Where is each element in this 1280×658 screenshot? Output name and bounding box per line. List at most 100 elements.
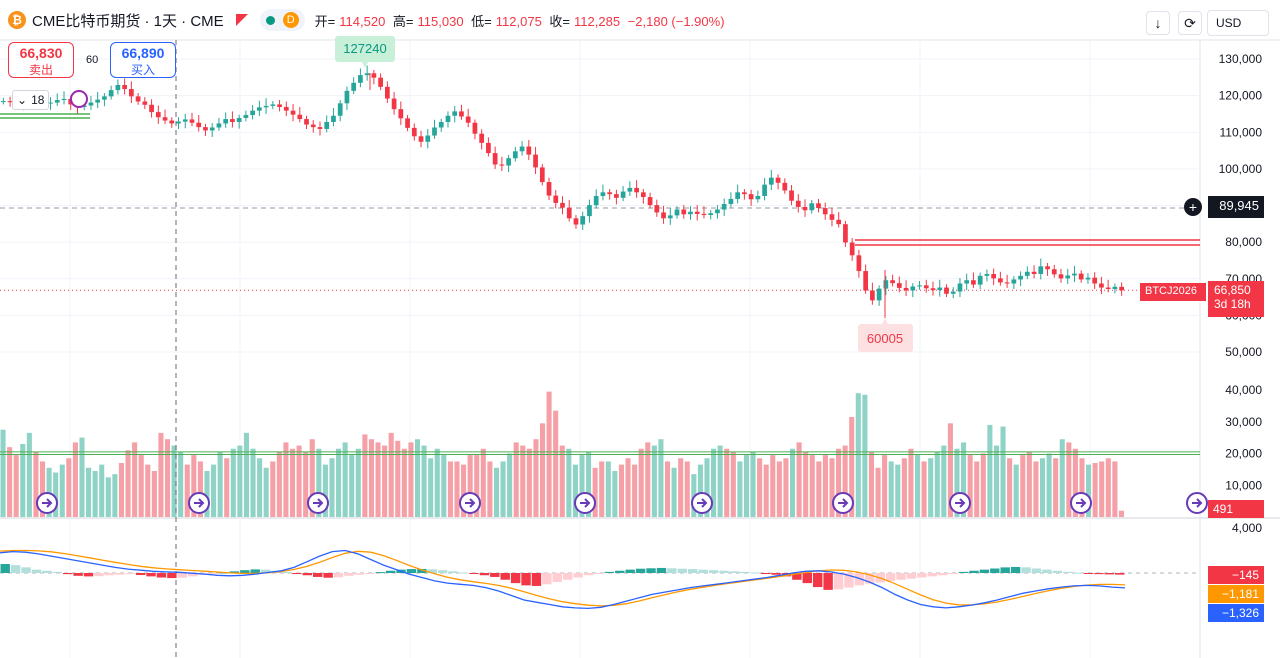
volume-bar bbox=[237, 445, 243, 517]
volume-bar bbox=[954, 448, 960, 517]
volume-bar bbox=[66, 458, 72, 517]
macd-histogram-bar bbox=[1010, 566, 1021, 573]
volume-bar bbox=[309, 439, 315, 517]
volume-bar bbox=[632, 464, 638, 517]
candle-body bbox=[88, 102, 94, 106]
download-icon[interactable]: ↓ bbox=[1146, 11, 1170, 35]
candle-body bbox=[789, 190, 794, 201]
macd-tick-label: 4,000 bbox=[1232, 521, 1262, 535]
volume-bar bbox=[796, 442, 802, 517]
candle-body bbox=[856, 255, 862, 272]
delayed-data-icon: D bbox=[282, 12, 299, 28]
macd-histogram-bar bbox=[979, 569, 990, 573]
volume-bar bbox=[355, 448, 361, 517]
macd-histogram-bar bbox=[500, 573, 510, 580]
buy-button[interactable]: 66,890 买入 bbox=[110, 42, 176, 78]
volume-bar bbox=[118, 463, 124, 517]
macd-histogram-bar bbox=[604, 571, 615, 573]
candle-body bbox=[681, 209, 687, 215]
volume-bar bbox=[296, 445, 302, 517]
volume-bar bbox=[191, 455, 197, 517]
volume-bar bbox=[882, 455, 888, 517]
volume-bar bbox=[1020, 455, 1026, 517]
candle-body bbox=[1072, 273, 1077, 276]
volume-bar bbox=[230, 448, 236, 517]
volume-bar bbox=[737, 461, 743, 517]
candle-body bbox=[230, 119, 235, 122]
macd-histogram-bar bbox=[708, 570, 719, 573]
market-status-pill[interactable]: D bbox=[259, 9, 305, 31]
volume-bar bbox=[289, 448, 296, 517]
volume-bar bbox=[329, 458, 335, 517]
macd-histogram-bar bbox=[896, 573, 906, 580]
sell-button[interactable]: 66,830 卖出 bbox=[8, 42, 74, 78]
arrow-right-icon bbox=[194, 498, 205, 508]
macd-signal-label: −1,181 bbox=[1208, 585, 1264, 603]
volume-bar bbox=[1112, 461, 1118, 517]
macd-histogram-bar bbox=[667, 568, 677, 573]
macd-histogram-bar bbox=[156, 573, 167, 578]
volume-bar bbox=[967, 455, 973, 517]
candle-body bbox=[1099, 283, 1104, 288]
macd-histogram-bar bbox=[510, 573, 521, 584]
spread-value: 60 bbox=[86, 54, 99, 66]
volume-bar bbox=[92, 470, 98, 517]
add-alert-icon[interactable]: + bbox=[1184, 198, 1202, 216]
arrow-right-icon bbox=[42, 498, 53, 508]
indicator-toggle[interactable]: ⌄ 18 bbox=[12, 90, 50, 110]
candle-body bbox=[472, 122, 478, 134]
volume-bar bbox=[151, 470, 157, 517]
volume-bar bbox=[461, 464, 467, 517]
candle-body bbox=[519, 146, 525, 152]
candle-body bbox=[533, 154, 538, 168]
market-open-icon bbox=[265, 15, 275, 25]
currency-selector[interactable]: USD bbox=[1207, 10, 1269, 36]
macd-histogram-bar bbox=[229, 571, 240, 573]
volume-bar bbox=[566, 448, 572, 517]
candle-body bbox=[250, 110, 255, 116]
candle-body bbox=[553, 195, 559, 203]
candle-body bbox=[944, 287, 949, 294]
volume-bar bbox=[599, 461, 605, 517]
volume-bar bbox=[1118, 510, 1124, 517]
flag-icon[interactable] bbox=[235, 14, 248, 26]
symbol-title[interactable]: CME比特币期货 · 1天 · CME bbox=[32, 12, 224, 30]
macd-histogram-bar bbox=[990, 568, 1000, 573]
candle-body bbox=[667, 215, 673, 219]
candle-body bbox=[721, 204, 727, 210]
candle-body bbox=[1051, 269, 1057, 275]
chevron-down-icon: ⌄ bbox=[17, 93, 28, 107]
candle-body bbox=[640, 192, 646, 198]
volume-bar bbox=[414, 439, 421, 517]
bitcoin-icon: ₿ bbox=[8, 11, 26, 29]
volume-bar bbox=[342, 442, 348, 517]
candle-body bbox=[216, 123, 222, 128]
macd-histogram-bar bbox=[802, 573, 812, 584]
macd-histogram-bar bbox=[1083, 573, 1094, 574]
volume-bar bbox=[691, 474, 697, 517]
macd-hist-label: −145 bbox=[1208, 566, 1264, 584]
macd-histogram-bar bbox=[365, 573, 375, 574]
candle-body bbox=[775, 177, 781, 183]
macd-histogram-bar bbox=[844, 573, 854, 588]
volume-bar bbox=[178, 451, 184, 517]
candle-body bbox=[411, 127, 417, 137]
macd-histogram-bar bbox=[906, 573, 917, 579]
candle-body bbox=[984, 273, 990, 276]
candle-body bbox=[102, 96, 107, 100]
fullscreen-icon[interactable]: ⟳ bbox=[1178, 11, 1202, 35]
macd-line bbox=[0, 549, 1126, 610]
volume-bar bbox=[855, 393, 861, 517]
volume-bar bbox=[941, 445, 947, 517]
candle-body bbox=[135, 96, 141, 102]
candle-body bbox=[607, 192, 613, 195]
volume-bar bbox=[13, 455, 19, 517]
macd-histogram-bar bbox=[635, 568, 646, 573]
volume-bar bbox=[474, 455, 480, 517]
volume-bar bbox=[888, 461, 894, 517]
macd-histogram-bar bbox=[188, 573, 198, 577]
open-label: 开= bbox=[314, 13, 336, 29]
candle-body bbox=[209, 127, 215, 131]
volume-bar bbox=[224, 458, 230, 517]
